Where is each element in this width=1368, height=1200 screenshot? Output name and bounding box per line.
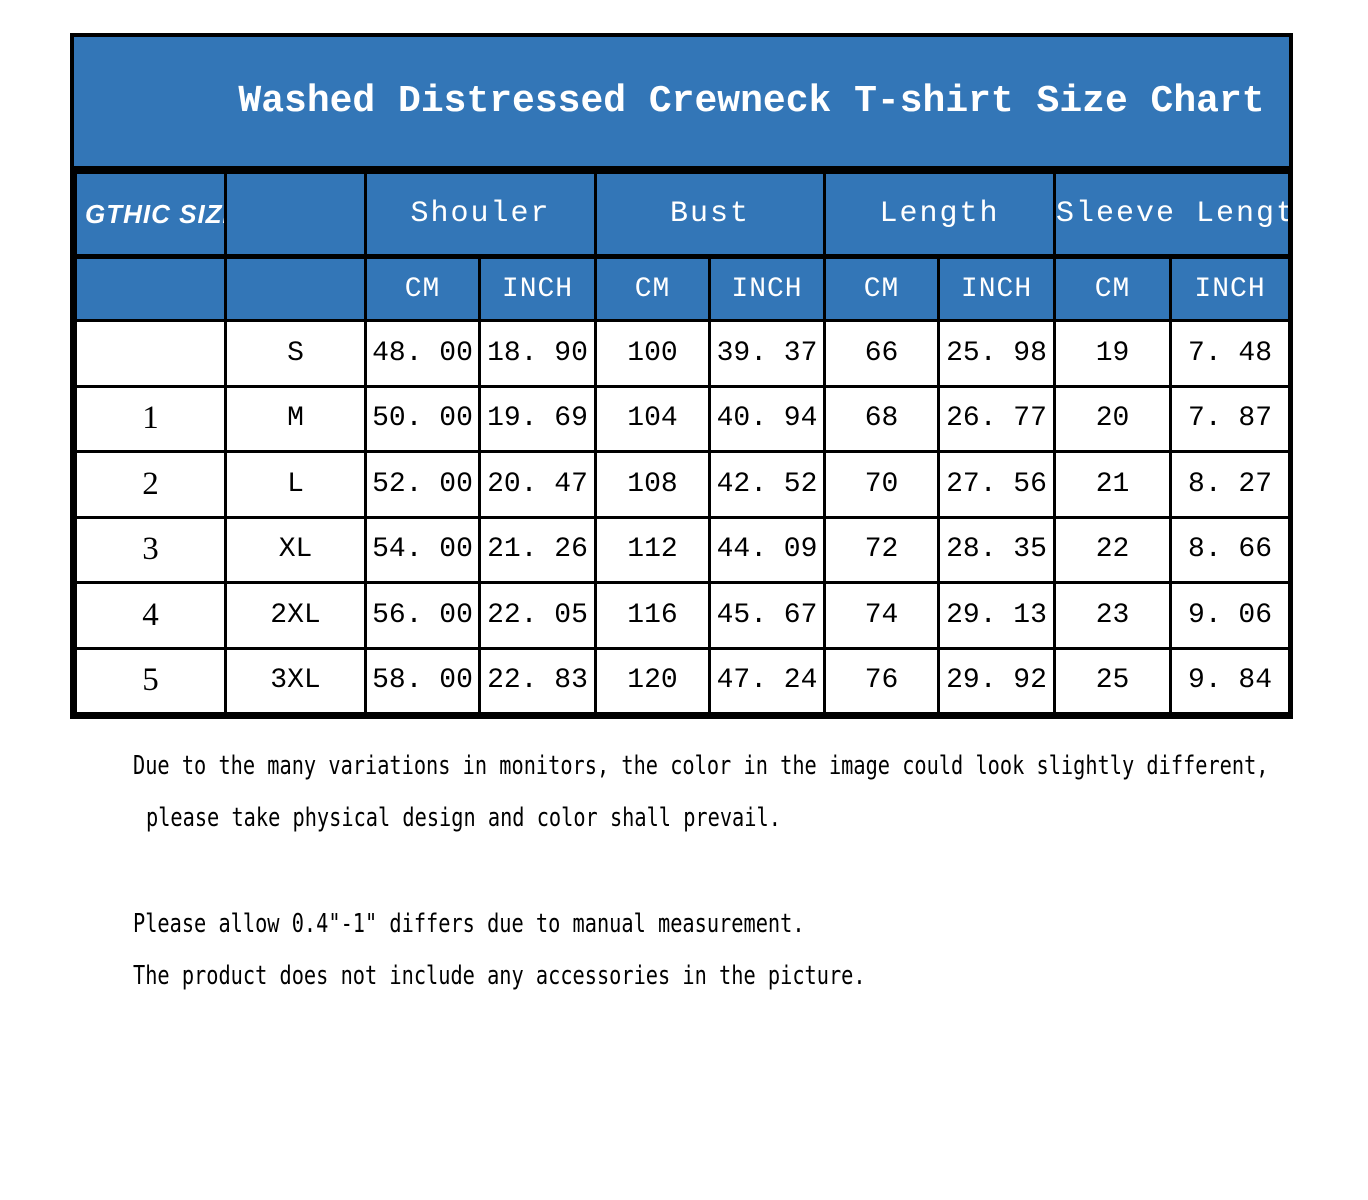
table-row: S 48. 00 18. 90 100 39. 37 66 25. 98 19 …	[74, 319, 1292, 388]
row-index: 5	[74, 646, 227, 715]
row-index: 1	[74, 384, 227, 453]
note-accessories: The product does not include any accesso…	[133, 961, 866, 991]
measure-value: 116	[594, 581, 711, 650]
empty-unit-cell	[224, 255, 367, 322]
empty-header-cell	[224, 171, 367, 259]
measure-value: 29. 13	[937, 581, 1057, 650]
unit-header: CM	[364, 255, 481, 322]
measure-value: 19	[1053, 319, 1173, 388]
measure-value: 76	[823, 646, 941, 715]
measure-value: 54. 00	[364, 515, 481, 584]
brand-label: GTHIC SIZE	[74, 171, 227, 259]
measure-value: 52. 00	[364, 450, 481, 519]
measure-value: 8. 66	[1169, 515, 1292, 584]
measure-value: 22. 05	[478, 581, 597, 650]
measure-value: 40. 94	[707, 384, 827, 453]
measure-value: 7. 48	[1169, 319, 1292, 388]
size-label: L	[224, 450, 367, 519]
measure-value: 68	[823, 384, 941, 453]
unit-header: CM	[1053, 255, 1173, 322]
measure-value: 19. 69	[478, 384, 597, 453]
measure-value: 9. 06	[1169, 581, 1292, 650]
col-group-bust: Bust	[593, 171, 827, 259]
measure-value: 112	[594, 515, 711, 584]
measure-value: 74	[823, 581, 941, 650]
measure-value: 22	[1053, 515, 1173, 584]
row-index: 2	[74, 450, 227, 519]
measure-value: 100	[594, 319, 711, 388]
measure-value: 56. 00	[364, 581, 481, 650]
measure-value: 72	[823, 515, 941, 584]
note-monitor-line1: Due to the many variations in monitors, …	[133, 751, 1269, 781]
measure-value: 108	[594, 450, 711, 519]
unit-header: INCH	[1169, 255, 1292, 322]
measure-value: 9. 84	[1169, 646, 1292, 715]
measure-value: 27. 56	[937, 450, 1057, 519]
measure-value: 66	[823, 319, 941, 388]
unit-header: INCH	[707, 255, 827, 322]
measure-value: 25	[1053, 646, 1173, 715]
measure-value: 22. 83	[478, 646, 597, 715]
measure-value: 8. 27	[1169, 450, 1292, 519]
measure-value: 104	[594, 384, 711, 453]
unit-header-row: CM INCH CM INCH CM INCH CM INCH	[74, 255, 1292, 322]
size-label: XL	[224, 515, 367, 584]
row-index: 4	[74, 581, 227, 650]
measure-value: 25. 98	[937, 319, 1057, 388]
measure-value: 20. 47	[478, 450, 597, 519]
size-table: GTHIC SIZE Shouler Bust Length Sleeve Le…	[74, 171, 1292, 715]
measure-value: 29. 92	[937, 646, 1057, 715]
footnotes: Due to the many variations in monitors, …	[133, 752, 1368, 1014]
unit-header: CM	[594, 255, 711, 322]
measure-value: 28. 35	[937, 515, 1057, 584]
measure-value: 18. 90	[478, 319, 597, 388]
size-label: S	[224, 319, 367, 388]
measure-value: 20	[1053, 384, 1173, 453]
measure-value: 7. 87	[1169, 384, 1292, 453]
col-group-shoulder: Shouler	[364, 171, 597, 259]
unit-header: INCH	[937, 255, 1057, 322]
measure-value: 47. 24	[707, 646, 827, 715]
col-group-length: Length	[823, 171, 1057, 259]
measure-value: 26. 77	[937, 384, 1057, 453]
row-index: 3	[74, 515, 227, 584]
measure-value: 21. 26	[478, 515, 597, 584]
unit-header: CM	[823, 255, 941, 322]
measure-value: 21	[1053, 450, 1173, 519]
measure-value: 48. 00	[364, 319, 481, 388]
group-header-row: GTHIC SIZE Shouler Bust Length Sleeve Le…	[74, 171, 1292, 259]
measure-value: 120	[594, 646, 711, 715]
col-group-sleeve-length: Sleeve Length	[1053, 171, 1292, 259]
note-measurement: Please allow 0.4"-1" differs due to manu…	[133, 909, 805, 939]
note-monitor-line2: please take physical design and color sh…	[146, 803, 781, 833]
chart-title-banner: Washed Distressed Crewneck T-shirt Size …	[74, 37, 1289, 171]
unit-header: INCH	[478, 255, 597, 322]
size-chart-table-wrap: Washed Distressed Crewneck T-shirt Size …	[70, 33, 1293, 719]
measure-value: 42. 52	[707, 450, 827, 519]
table-row: 3 XL 54. 00 21. 26 112 44. 09 72 28. 35 …	[74, 515, 1292, 584]
size-label: 3XL	[224, 646, 367, 715]
size-label: M	[224, 384, 367, 453]
measure-value: 45. 67	[707, 581, 827, 650]
measure-value: 39. 37	[707, 319, 827, 388]
table-row: 1 M 50. 00 19. 69 104 40. 94 68 26. 77 2…	[74, 384, 1292, 453]
chart-title: Washed Distressed Crewneck T-shirt Size …	[238, 80, 1265, 123]
size-label: 2XL	[224, 581, 367, 650]
table-row: 4 2XL 56. 00 22. 05 116 45. 67 74 29. 13…	[74, 581, 1292, 650]
row-index	[74, 319, 227, 388]
measure-value: 70	[823, 450, 941, 519]
table-row: 5 3XL 58. 00 22. 83 120 47. 24 76 29. 92…	[74, 646, 1292, 715]
table-row: 2 L 52. 00 20. 47 108 42. 52 70 27. 56 2…	[74, 450, 1292, 519]
measure-value: 50. 00	[364, 384, 481, 453]
measure-value: 23	[1053, 581, 1173, 650]
measure-value: 58. 00	[364, 646, 481, 715]
measure-value: 44. 09	[707, 515, 827, 584]
empty-unit-cell	[74, 255, 227, 322]
